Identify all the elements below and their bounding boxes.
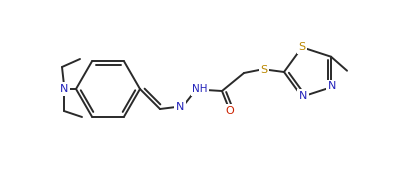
Text: N: N <box>328 81 336 91</box>
Text: N: N <box>60 84 68 94</box>
Text: S: S <box>298 42 305 52</box>
Text: O: O <box>226 106 234 116</box>
Text: N: N <box>176 102 184 112</box>
Text: N: N <box>299 91 307 101</box>
Text: NH: NH <box>192 84 208 94</box>
Text: S: S <box>260 65 268 75</box>
